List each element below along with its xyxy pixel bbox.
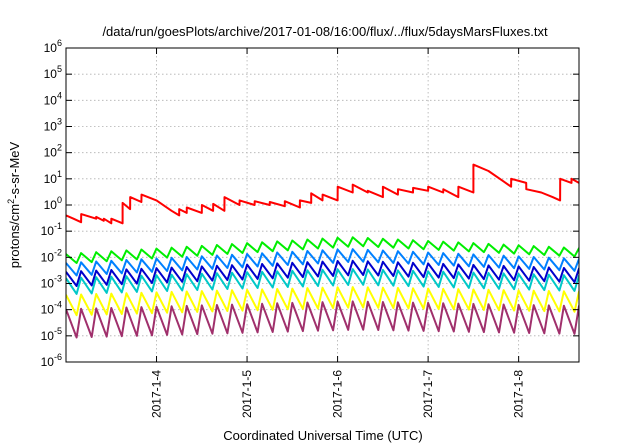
- x-tick-label: 2017-1-6: [331, 370, 345, 418]
- series-layer: [66, 163, 579, 339]
- x-tick-label: 2017-1-5: [240, 370, 254, 418]
- y-tick-label: 100: [44, 195, 62, 212]
- y-tick-label: 106: [44, 38, 62, 55]
- y-tick-label: 10-2: [41, 247, 62, 264]
- y-tick-label: 10-3: [41, 274, 62, 291]
- y-tick-label: 10-5: [41, 326, 62, 343]
- y-tick-label: 10-4: [41, 300, 62, 317]
- x-tick-label: 2017-1-8: [512, 370, 526, 418]
- series-line: [66, 268, 579, 295]
- x-axis-label: Coordinated Universal Time (UTC): [223, 428, 422, 443]
- chart-title: /data/run/goesPlots/archive/2017-01-08/1…: [102, 24, 548, 39]
- series-line: [66, 300, 579, 339]
- y-tick-label: 101: [44, 169, 62, 186]
- y-tick-label: 102: [44, 143, 62, 160]
- y-axis-label: protons/cm2-s-sr-MeV: [6, 141, 22, 268]
- axes: 106 105 104 103 102 101 100 10-1 10-2 10-3 10-4 10-…: [41, 38, 579, 418]
- y-tick-label: 103: [44, 117, 62, 134]
- series-line: [66, 286, 579, 317]
- x-tick-label: 2017-1-7: [421, 370, 435, 418]
- y-tick-label: 10-6: [41, 352, 62, 369]
- y-tick-label: 10-1: [41, 221, 62, 238]
- x-tick-label: 2017-1-4: [150, 370, 164, 418]
- series-line: [66, 248, 579, 277]
- y-tick-label: 105: [44, 64, 62, 81]
- series-line: [66, 236, 579, 264]
- y-tick-label: 104: [44, 90, 62, 107]
- series-line: [66, 259, 579, 287]
- series-line: [66, 163, 579, 225]
